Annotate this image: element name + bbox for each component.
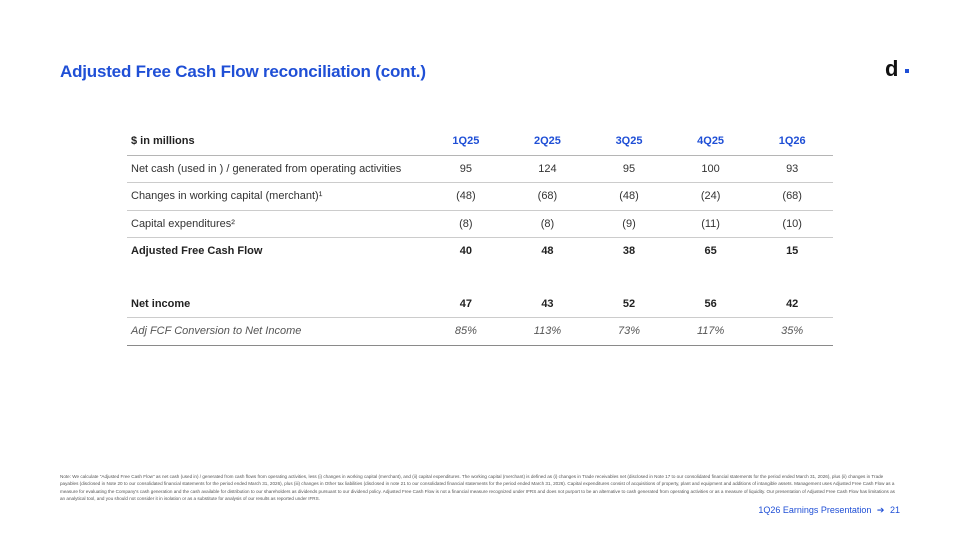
table-row-adjusted-fcf: Adjusted Free Cash Flow 40 48 38 65 15 (127, 238, 833, 265)
logo-dot-icon (905, 69, 909, 73)
table-row-capex: Capital expenditures² (8) (8) (9) (11) (… (127, 210, 833, 238)
cell-value: 48 (541, 245, 554, 258)
fcf-reconciliation-table: $ in millions 1Q25 2Q25 3Q25 4Q25 1Q26 N… (127, 128, 833, 346)
cell-value: 117% (669, 317, 752, 346)
cell-value: 124 (506, 155, 589, 183)
table-row-net-income: Net income 47 43 52 56 42 (127, 290, 833, 318)
cell-value: 42 (751, 290, 833, 318)
row-label: Net income (127, 290, 426, 318)
cell-value: 52 (588, 290, 670, 318)
row-label: Adjusted Free Cash Flow (131, 245, 263, 258)
cell-value: (24) (669, 182, 752, 211)
header-period: 4Q25 (669, 128, 752, 156)
cell-value: 65 (704, 245, 717, 258)
company-logo: d (885, 57, 915, 81)
cell-value: 47 (425, 290, 507, 318)
cell-value: 38 (622, 245, 636, 258)
cell-value: 35% (751, 317, 833, 346)
page-number: 21 (889, 505, 900, 515)
page-title: Adjusted Free Cash Flow reconciliation (… (60, 62, 426, 81)
row-label: Capital expenditures² (127, 210, 426, 238)
cell-value: (68) (506, 182, 589, 211)
cell-value: (48) (588, 182, 670, 211)
header-units: $ in millions (127, 128, 426, 156)
footer-label: 1Q26 Earnings Presentation (758, 505, 872, 515)
table-row-net-cash: Net cash (used in ) / generated from ope… (127, 155, 833, 183)
table-row-working-capital: Changes in working capital (merchant)¹ (… (127, 182, 833, 211)
row-label: Net cash (used in ) / generated from ope… (127, 155, 426, 183)
cell-value: 56 (669, 290, 752, 318)
footnote-text: Note: We calculate "Adjusted Free Cash F… (60, 474, 895, 502)
row-label: Adj FCF Conversion to Net Income (127, 317, 426, 346)
cell-value: 100 (669, 155, 752, 183)
table-header-row: $ in millions 1Q25 2Q25 3Q25 4Q25 1Q26 (127, 128, 833, 156)
cell-value: 73% (588, 317, 670, 346)
cell-value: 85% (425, 317, 507, 346)
cell-value: (9) (588, 210, 670, 238)
cell-value: (10) (751, 210, 833, 238)
cell-value: 93 (751, 155, 833, 183)
cell-value: (8) (506, 210, 589, 238)
logo-letter: d (885, 56, 899, 81)
cell-value: (48) (425, 182, 507, 211)
cell-value: (68) (751, 182, 833, 211)
cell-value: 95 (425, 155, 507, 183)
cell-value: (8) (425, 210, 507, 238)
arrow-right-icon: ➔ (876, 505, 885, 515)
cell-value: 95 (588, 155, 670, 183)
table-spacer-row (127, 265, 833, 291)
header-period: 1Q25 (425, 128, 507, 156)
cell-value: 15 (786, 245, 799, 258)
header-period: 2Q25 (506, 128, 589, 156)
table-row-fcf-conversion: Adj FCF Conversion to Net Income 85% 113… (127, 317, 833, 346)
header-period: 3Q25 (588, 128, 670, 156)
page-footer: 1Q26 Earnings Presentation ➔ 21 (758, 505, 900, 516)
cell-value: (11) (669, 210, 752, 238)
cell-value: 40 (459, 245, 472, 258)
header-period: 1Q26 (751, 128, 833, 156)
row-label: Changes in working capital (merchant)¹ (127, 182, 426, 211)
cell-value: 43 (506, 290, 589, 318)
cell-value: 113% (506, 317, 589, 346)
